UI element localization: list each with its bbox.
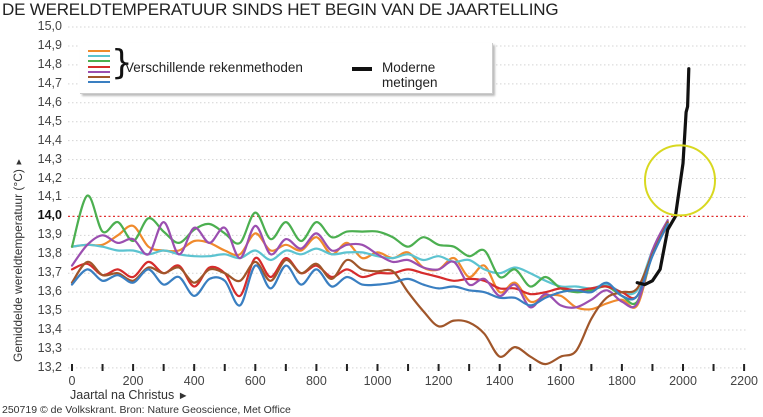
y-tick-label: 14,3: [37, 151, 62, 166]
legend-label-modern: Moderne metingen: [382, 60, 438, 90]
legend-swatch: [88, 55, 110, 58]
x-tick-label: 2000: [669, 374, 697, 388]
legend-line-modern: [352, 67, 372, 71]
legend-swatch: [88, 60, 110, 63]
x-tick-label: 0: [68, 374, 76, 388]
y-tick-label: 13,7: [37, 265, 62, 280]
y-tick-label: 13,8: [37, 246, 62, 261]
x-axis-title-text: Jaartal na Christus: [70, 388, 175, 402]
x-tick-label: 1000: [363, 374, 392, 388]
x-axis-title: Jaartal na Christus ►: [70, 388, 189, 402]
series-line-purple: [70, 219, 669, 309]
y-axis-title-text: Gemiddelde wereldtemperatuur (°C): [11, 169, 25, 362]
x-tick-label: 1200: [424, 374, 453, 388]
x-tick-label: 1800: [607, 374, 636, 388]
source-credit: 250719 © de Volkskrant. Bron: Nature Geo…: [2, 404, 291, 416]
y-tick-label: 13,6: [37, 284, 62, 299]
chart-legend: } Verschillende rekenmethoden Moderne me…: [80, 43, 493, 94]
x-tick-label: 1400: [485, 374, 514, 388]
series-line-brown: [70, 221, 669, 366]
y-tick-label: 15,0: [37, 19, 62, 33]
x-tick-label: 800: [305, 374, 327, 388]
series-line-orange: [70, 224, 669, 311]
y-tick-label: 13,9: [37, 227, 62, 242]
y-tick-label: 14,8: [37, 56, 62, 71]
y-tick-label: 14,7: [37, 75, 62, 90]
highlight-circle: [644, 144, 716, 217]
legend-swatch: [88, 65, 110, 68]
x-tick-label: 200: [122, 374, 144, 388]
y-tick-label: 14,9: [37, 37, 62, 52]
series-line-modern: [635, 67, 691, 287]
legend-swatch: [88, 75, 110, 78]
x-tick-label: 400: [183, 374, 205, 388]
y-axis-title: Gemiddelde wereldtemperatuur (°C) ▲: [11, 156, 25, 362]
y-tick-label: 14,6: [37, 94, 62, 109]
y-tick-label: 13,5: [37, 303, 62, 318]
x-tick-label: 600: [244, 374, 266, 388]
legend-swatch: [88, 70, 110, 73]
y-tick-label: 14,0: [37, 208, 62, 223]
y-tick-label: 14,4: [37, 132, 62, 147]
legend-method-swatches: [88, 50, 110, 86]
right-arrow-icon: ►: [177, 390, 189, 402]
series-line-blue: [70, 222, 669, 307]
legend-swatch: [88, 81, 110, 84]
x-tick-label: 2200: [730, 374, 758, 388]
y-tick-label: 13,3: [37, 340, 62, 355]
y-tick-label: 13,2: [37, 359, 62, 374]
y-tick-label: 14,2: [37, 170, 62, 185]
series-line-teal: [70, 221, 669, 296]
y-tick-label: 14,1: [37, 189, 62, 204]
legend-label-methods: Verschillende rekenmethoden: [125, 60, 303, 75]
y-tick-label: 14,5: [37, 113, 62, 128]
y-tick-label: 13,4: [37, 322, 62, 337]
legend-swatch: [88, 50, 110, 52]
x-tick-label: 1600: [546, 374, 575, 388]
brace-icon: }: [111, 43, 133, 83]
up-arrow-icon: ▲: [14, 156, 24, 167]
chart-title: DE WERELDTEMPERATUUR SINDS HET BEGIN VAN…: [2, 0, 559, 19]
